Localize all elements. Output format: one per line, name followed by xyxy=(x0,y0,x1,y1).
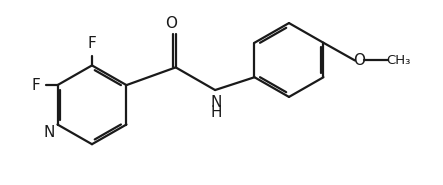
Text: F: F xyxy=(31,78,40,93)
Text: H: H xyxy=(210,105,222,120)
Text: F: F xyxy=(88,36,96,51)
Text: N: N xyxy=(210,95,222,110)
Text: CH₃: CH₃ xyxy=(386,54,411,67)
Text: O: O xyxy=(353,53,365,68)
Text: N: N xyxy=(44,125,55,140)
Text: O: O xyxy=(165,16,177,31)
